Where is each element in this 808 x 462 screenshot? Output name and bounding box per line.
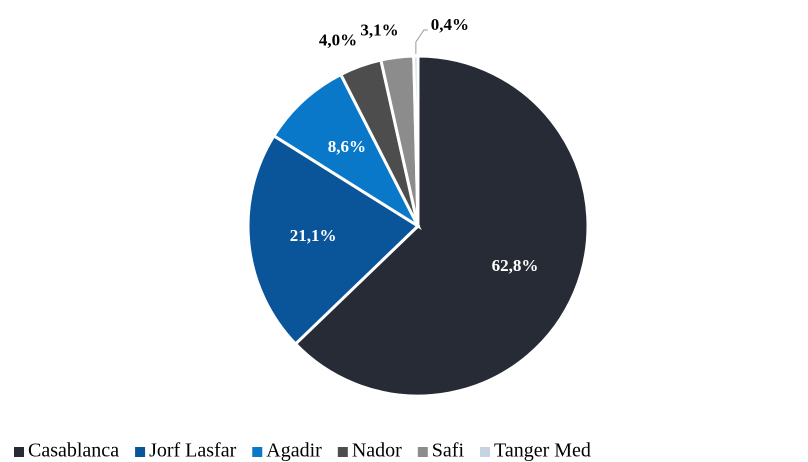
legend-swatch [417,447,428,457]
pie-slice [412,54,420,227]
legend-swatch [337,447,348,457]
leader-line [415,29,428,55]
legend-swatch [135,447,146,457]
legend-label: Casablanca [28,440,119,462]
value-label: 4,0% [319,30,357,49]
pie-slice [271,72,422,231]
value-label: 8,6% [328,137,366,156]
pie-slice [246,133,421,347]
legend-label: Jorf Lasfar [149,440,237,462]
legend-swatch [252,447,263,457]
pie-slice [293,54,590,398]
legend-label: Tanger Med [494,440,591,462]
value-label: 62,8% [492,256,539,275]
legend-label: Agadir [266,440,322,462]
value-label: 0,4% [431,15,469,34]
legend-swatch [480,447,491,457]
legend-label: Safi [432,440,465,462]
legend-label: Nador [352,440,402,462]
legend-swatch [14,447,24,457]
value-label: 21,1% [290,226,337,245]
value-label: 3,1% [360,20,398,39]
